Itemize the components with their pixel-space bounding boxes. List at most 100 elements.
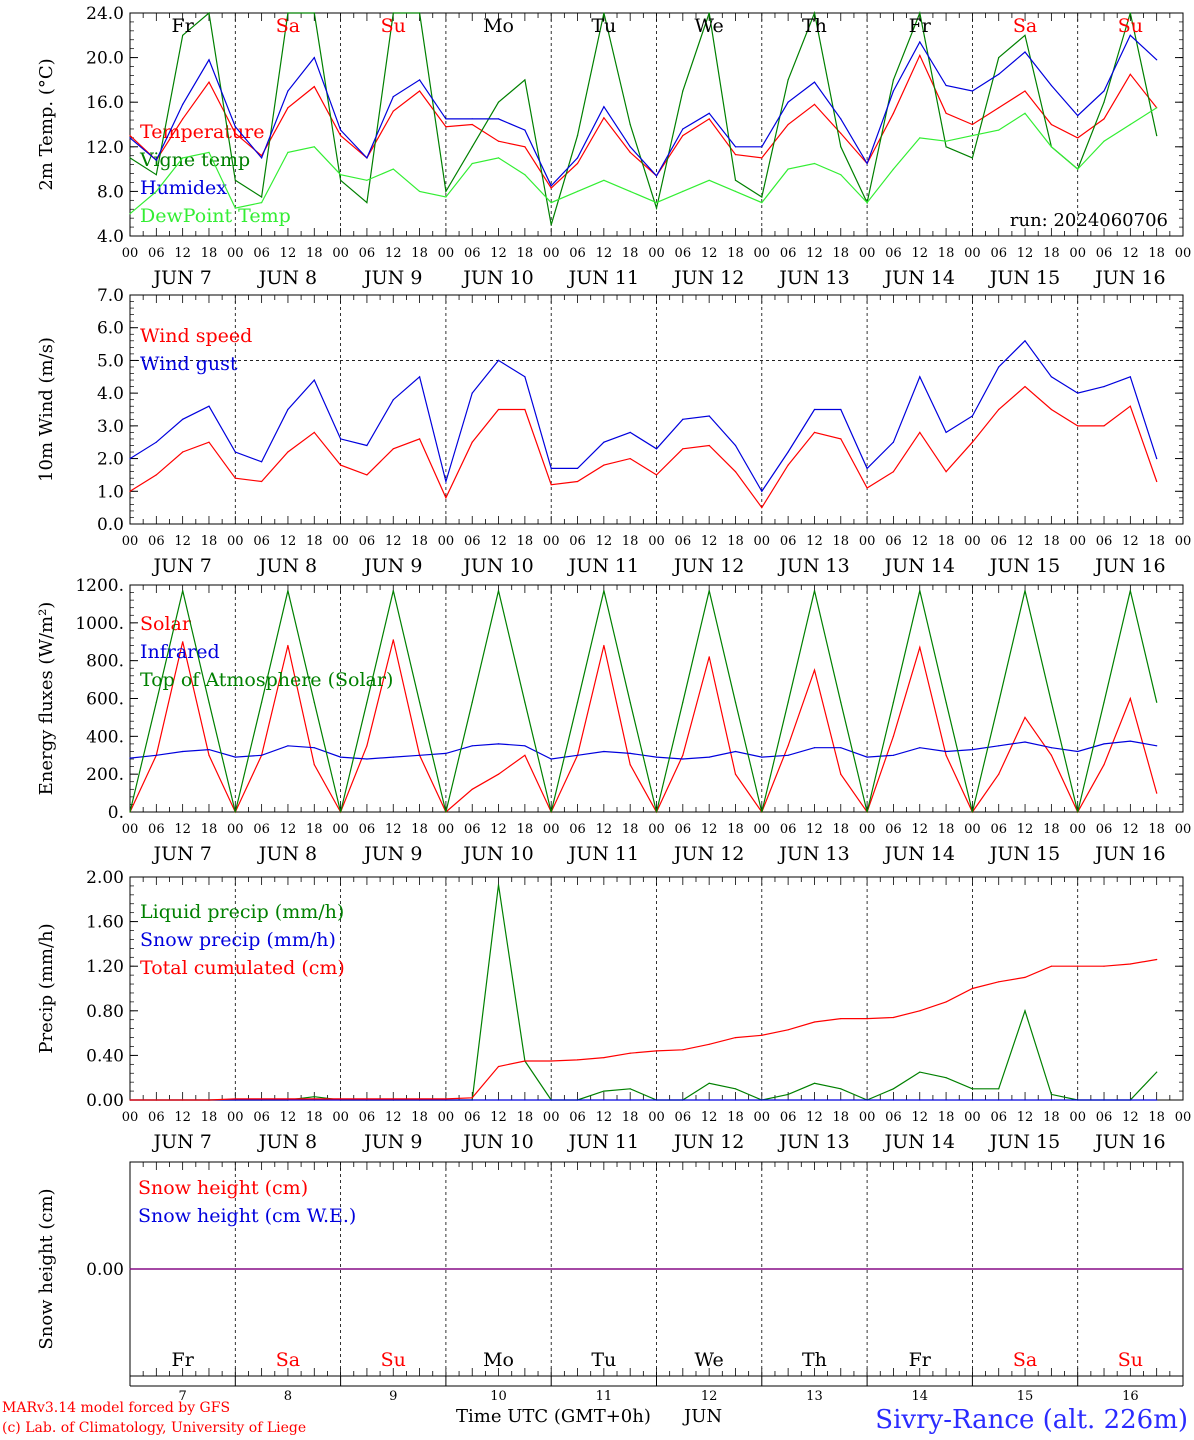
legend-entry: Total cumulated (cm)	[140, 957, 345, 979]
hour-tick-label: 12	[701, 534, 718, 549]
data-point	[261, 754, 263, 756]
hour-tick-label: 00	[754, 822, 771, 837]
data-point	[208, 441, 210, 443]
data-point	[998, 745, 1000, 747]
data-point	[708, 118, 710, 120]
hour-tick-label: 12	[806, 246, 823, 261]
data-point	[761, 157, 763, 159]
hour-tick-label: 06	[675, 534, 692, 549]
data-point	[787, 464, 789, 466]
data-point	[287, 745, 289, 747]
data-point	[182, 451, 184, 453]
data-point	[945, 84, 947, 87]
day-name-top: Su	[381, 15, 406, 37]
hour-tick-label: 00	[122, 246, 139, 261]
data-point	[813, 12, 816, 14]
data-point	[1103, 101, 1105, 103]
data-point	[1129, 590, 1131, 592]
data-point	[1156, 701, 1158, 703]
y-tick-label: 20.0	[86, 49, 124, 69]
data-point	[366, 202, 368, 204]
hour-tick-label: 12	[1122, 822, 1139, 837]
panel-1: 4.0 8.0 12.0 16.0 20.0 24.0 2m Temp. (°C) Tempe…	[36, 4, 1191, 289]
data-point	[787, 754, 789, 756]
hour-tick-label: 12	[490, 1110, 507, 1125]
hour-tick-label: 18	[938, 822, 955, 837]
data-point	[787, 745, 789, 747]
data-point	[576, 162, 579, 165]
hour-tick-label: 06	[990, 534, 1007, 549]
data-point	[787, 1029, 789, 1031]
data-point	[971, 415, 974, 417]
hour-tick-label: 00	[1175, 1110, 1192, 1125]
hour-tick-label: 18	[1043, 822, 1060, 837]
hour-tick-label: 12	[174, 822, 191, 837]
hour-tick-label: 12	[280, 534, 297, 549]
data-point	[1050, 965, 1052, 967]
data-point	[471, 701, 473, 703]
model-credit: MARv3.14 model forced by GFS	[2, 1400, 230, 1416]
data-point	[1129, 697, 1131, 700]
y-tick-label: 16.0	[86, 93, 124, 113]
data-point	[919, 137, 921, 139]
data-point	[892, 471, 895, 473]
hour-tick-label: 00	[859, 1110, 876, 1125]
hour-tick-label: 12	[911, 1110, 928, 1125]
data-point	[866, 756, 868, 758]
data-point	[761, 1099, 763, 1101]
data-point	[1103, 764, 1105, 766]
data-point	[1050, 1093, 1052, 1095]
data-point	[998, 408, 1000, 411]
data-point	[840, 132, 842, 134]
data-point	[497, 101, 500, 103]
data-point	[445, 118, 447, 120]
data-point	[1156, 1071, 1158, 1073]
data-point	[971, 441, 974, 443]
hour-tick-label: 12	[596, 246, 613, 261]
data-point	[708, 415, 710, 417]
data-point	[340, 438, 342, 440]
data-point	[971, 811, 974, 813]
data-point	[182, 750, 184, 753]
hour-tick-label: 12	[1017, 534, 1034, 549]
data-point	[840, 174, 842, 176]
data-point	[998, 73, 1000, 75]
hour-tick-label: 06	[990, 246, 1007, 261]
hour-tick-label: 06	[464, 822, 481, 837]
day-name-bottom: Sa	[276, 1349, 300, 1371]
legend-entry: Top of Atmosphere (Solar)	[140, 669, 393, 691]
y-tick-label: 2.0	[97, 450, 124, 470]
data-point	[655, 175, 658, 177]
data-point	[734, 190, 737, 192]
data-point	[1156, 107, 1158, 109]
hour-tick-label: 18	[833, 534, 850, 549]
data-point	[576, 701, 579, 703]
data-point	[708, 12, 710, 14]
data-point	[1024, 716, 1026, 719]
copyright: (c) Lab. of Climatology, University of L…	[2, 1420, 306, 1436]
data-point	[603, 590, 605, 592]
data-point	[971, 987, 974, 990]
data-point	[419, 1098, 421, 1100]
hour-tick-label: 06	[359, 534, 376, 549]
data-point	[1024, 112, 1026, 114]
data-point	[892, 168, 895, 170]
data-point	[603, 1057, 605, 1059]
date-label: JUN 13	[777, 1131, 849, 1153]
data-point	[313, 701, 315, 703]
day-name-bottom: Fr	[172, 1349, 195, 1371]
hour-tick-label: 12	[385, 534, 402, 549]
data-point	[708, 112, 710, 114]
data-point	[866, 1018, 868, 1020]
data-point	[313, 1098, 315, 1100]
data-point	[734, 179, 737, 181]
data-point	[524, 129, 526, 131]
data-point	[471, 392, 473, 394]
data-point	[550, 224, 552, 226]
hour-tick-label: 00	[648, 822, 665, 837]
hour-tick-label: 18	[938, 246, 955, 261]
hour-tick-label: 00	[648, 1110, 665, 1125]
data-point	[313, 764, 315, 766]
data-point	[1077, 1099, 1079, 1101]
data-point	[971, 123, 974, 126]
